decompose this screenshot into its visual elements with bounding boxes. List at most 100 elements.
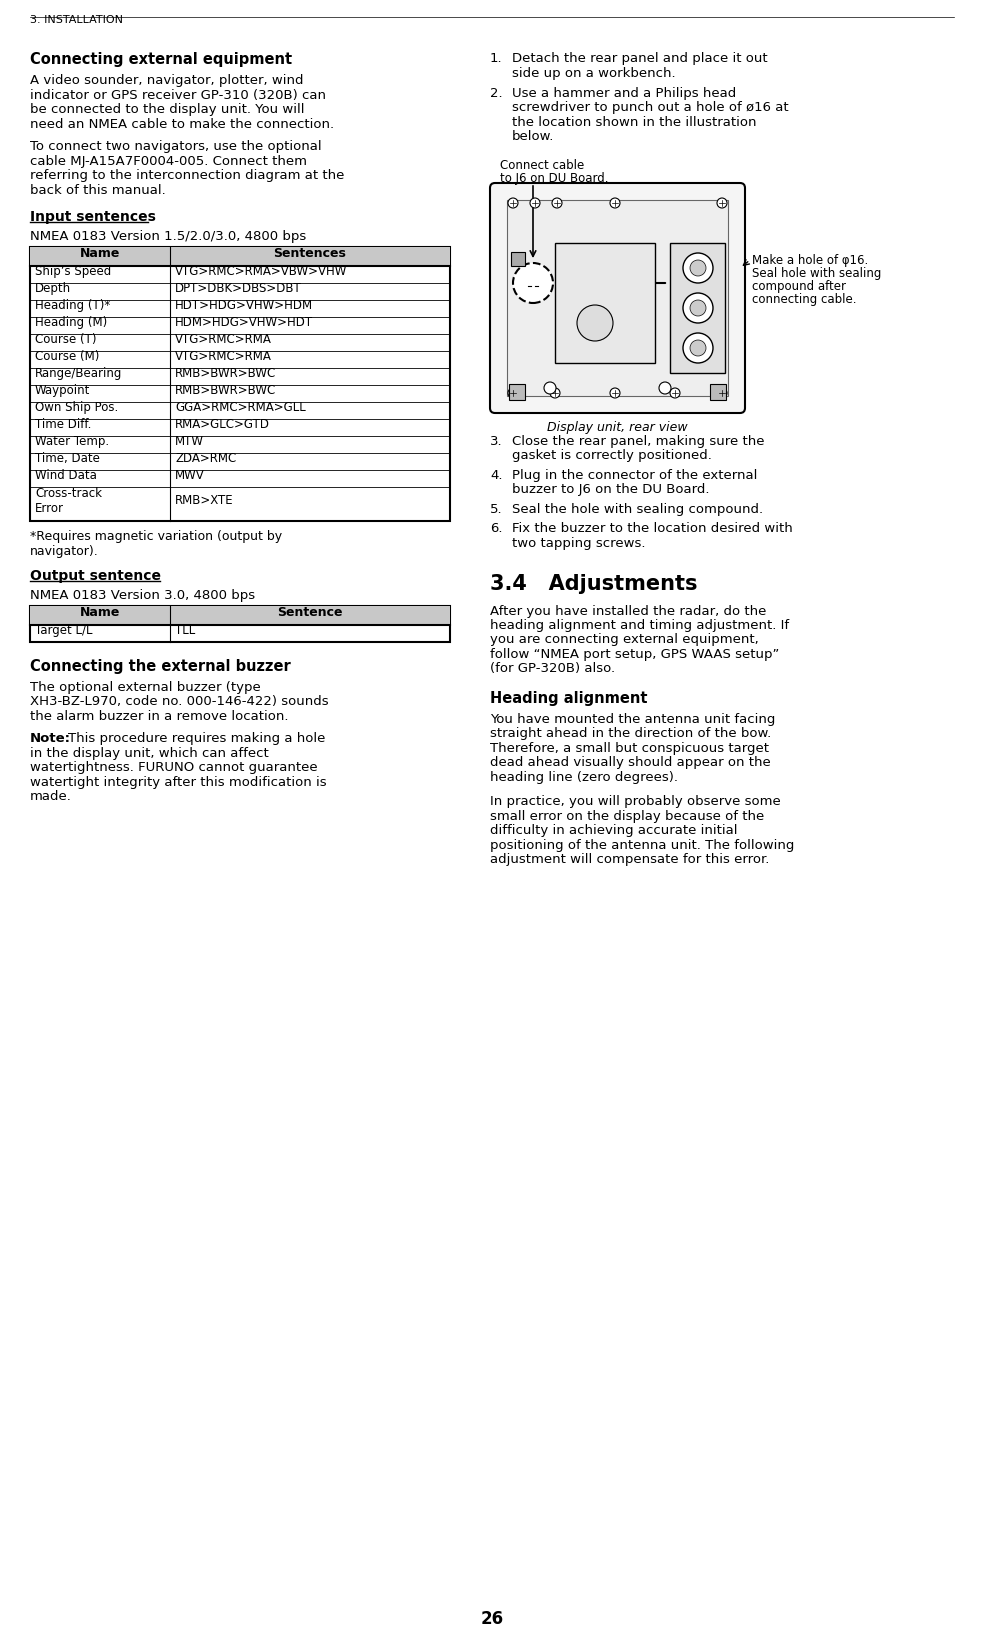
Text: watertight integrity after this modification is: watertight integrity after this modifica… xyxy=(30,775,327,788)
Text: Heading alignment: Heading alignment xyxy=(490,690,647,705)
Text: Course (M): Course (M) xyxy=(35,349,99,362)
Text: Note:: Note: xyxy=(30,733,71,746)
Text: screwdriver to punch out a hole of ø16 at: screwdriver to punch out a hole of ø16 a… xyxy=(512,101,788,114)
Bar xyxy=(30,248,450,522)
Text: Make a hole of φ16.: Make a hole of φ16. xyxy=(752,255,868,268)
Text: two tapping screws.: two tapping screws. xyxy=(512,537,646,550)
Text: Fix the buzzer to the location desired with: Fix the buzzer to the location desired w… xyxy=(512,522,793,535)
Text: Plug in the connector of the external: Plug in the connector of the external xyxy=(512,468,758,481)
Text: Cross-track
Error: Cross-track Error xyxy=(35,486,102,514)
Bar xyxy=(30,607,450,643)
Circle shape xyxy=(508,199,518,209)
Text: small error on the display because of the: small error on the display because of th… xyxy=(490,809,765,823)
Text: Sentence: Sentence xyxy=(277,605,342,619)
Text: Therefore, a small but conspicuous target: Therefore, a small but conspicuous targe… xyxy=(490,741,769,754)
Text: Target L/L: Target L/L xyxy=(35,623,92,636)
Text: After you have installed the radar, do the: After you have installed the radar, do t… xyxy=(490,604,767,617)
Text: Close the rear panel, making sure the: Close the rear panel, making sure the xyxy=(512,434,765,447)
Text: Seal the hole with sealing compound.: Seal the hole with sealing compound. xyxy=(512,503,764,516)
Text: positioning of the antenna unit. The following: positioning of the antenna unit. The fol… xyxy=(490,839,794,852)
Text: ZDA>RMC: ZDA>RMC xyxy=(175,452,236,465)
Text: Name: Name xyxy=(80,246,120,259)
Text: NMEA 0183 Version 1.5/2.0/3.0, 4800 bps: NMEA 0183 Version 1.5/2.0/3.0, 4800 bps xyxy=(30,230,306,243)
Circle shape xyxy=(659,384,671,395)
Text: 3.: 3. xyxy=(490,434,503,447)
Bar xyxy=(710,385,726,401)
Text: connecting cable.: connecting cable. xyxy=(752,292,856,305)
Circle shape xyxy=(577,305,613,341)
Circle shape xyxy=(683,294,713,323)
Text: made.: made. xyxy=(30,790,72,803)
Text: HDM>HDG>VHW>HDT: HDM>HDG>VHW>HDT xyxy=(175,317,313,328)
Text: VTG>RMC>RMA: VTG>RMC>RMA xyxy=(175,333,272,346)
Text: buzzer to J6 on the DU Board.: buzzer to J6 on the DU Board. xyxy=(512,483,709,496)
Bar xyxy=(670,243,725,374)
Bar xyxy=(30,248,450,268)
Text: NMEA 0183 Version 3.0, 4800 bps: NMEA 0183 Version 3.0, 4800 bps xyxy=(30,589,255,602)
Text: 1.: 1. xyxy=(490,52,503,65)
Text: indicator or GPS receiver GP-310 (320B) can: indicator or GPS receiver GP-310 (320B) … xyxy=(30,88,326,101)
Text: adjustment will compensate for this error.: adjustment will compensate for this erro… xyxy=(490,854,769,867)
Circle shape xyxy=(670,388,680,398)
Text: Wind Data: Wind Data xyxy=(35,468,96,481)
Circle shape xyxy=(683,335,713,364)
Text: dead ahead visually should appear on the: dead ahead visually should appear on the xyxy=(490,756,770,769)
Text: MTW: MTW xyxy=(175,434,204,447)
Text: be connected to the display unit. You will: be connected to the display unit. You wi… xyxy=(30,103,304,116)
Text: 2.: 2. xyxy=(490,86,503,100)
Text: Own Ship Pos.: Own Ship Pos. xyxy=(35,401,118,415)
Text: A video sounder, navigator, plotter, wind: A video sounder, navigator, plotter, win… xyxy=(30,73,303,86)
Text: compound after: compound after xyxy=(752,279,846,292)
Text: follow “NMEA port setup, GPS WAAS setup”: follow “NMEA port setup, GPS WAAS setup” xyxy=(490,648,779,661)
Text: 4.: 4. xyxy=(490,468,503,481)
Circle shape xyxy=(550,388,560,398)
Text: The optional external buzzer (type: The optional external buzzer (type xyxy=(30,681,261,694)
Bar xyxy=(555,243,655,364)
Text: RMA>GLC>GTD: RMA>GLC>GTD xyxy=(175,418,270,431)
Text: Display unit, rear view: Display unit, rear view xyxy=(547,421,688,434)
Text: in the display unit, which can affect: in the display unit, which can affect xyxy=(30,746,269,759)
Text: Course (T): Course (T) xyxy=(35,333,96,346)
Text: Input sentences: Input sentences xyxy=(30,211,155,224)
Text: Name: Name xyxy=(80,605,120,619)
Text: Time Diff.: Time Diff. xyxy=(35,418,92,431)
Circle shape xyxy=(552,199,562,209)
Text: 3. INSTALLATION: 3. INSTALLATION xyxy=(30,15,123,24)
Text: (for GP-320B) also.: (for GP-320B) also. xyxy=(490,663,615,676)
Text: Detach the rear panel and place it out: Detach the rear panel and place it out xyxy=(512,52,768,65)
Text: back of this manual.: back of this manual. xyxy=(30,183,165,196)
Text: MWV: MWV xyxy=(175,468,205,481)
Text: This procedure requires making a hole: This procedure requires making a hole xyxy=(68,733,326,746)
Text: the alarm buzzer in a remove location.: the alarm buzzer in a remove location. xyxy=(30,710,288,723)
Text: cable MJ-A15A7F0004-005. Connect them: cable MJ-A15A7F0004-005. Connect them xyxy=(30,155,307,168)
Text: GGA>RMC>RMA>GLL: GGA>RMC>RMA>GLL xyxy=(175,401,306,415)
Circle shape xyxy=(717,199,727,209)
Text: Time, Date: Time, Date xyxy=(35,452,99,465)
Text: heading line (zero degrees).: heading line (zero degrees). xyxy=(490,770,678,783)
Circle shape xyxy=(508,388,518,398)
Text: Sentences: Sentences xyxy=(274,246,346,259)
Text: difficulty in achieving accurate initial: difficulty in achieving accurate initial xyxy=(490,824,737,837)
Text: Connecting external equipment: Connecting external equipment xyxy=(30,52,292,67)
Text: side up on a workbench.: side up on a workbench. xyxy=(512,67,676,80)
Bar xyxy=(507,201,728,397)
Text: Heading (M): Heading (M) xyxy=(35,317,107,328)
Text: need an NMEA cable to make the connection.: need an NMEA cable to make the connectio… xyxy=(30,118,335,131)
Circle shape xyxy=(544,384,556,395)
Circle shape xyxy=(690,300,706,317)
Text: You have mounted the antenna unit facing: You have mounted the antenna unit facing xyxy=(490,713,775,726)
Text: Heading (T)*: Heading (T)* xyxy=(35,299,110,312)
Text: Range/Bearing: Range/Bearing xyxy=(35,367,122,380)
Text: Waypoint: Waypoint xyxy=(35,384,91,397)
Text: To connect two navigators, use the optional: To connect two navigators, use the optio… xyxy=(30,140,322,153)
Text: straight ahead in the direction of the bow.: straight ahead in the direction of the b… xyxy=(490,726,771,739)
Text: heading alignment and timing adjustment. If: heading alignment and timing adjustment.… xyxy=(490,619,789,632)
Text: Output sentence: Output sentence xyxy=(30,568,161,583)
Text: TLL: TLL xyxy=(175,623,195,636)
Circle shape xyxy=(513,264,553,304)
Text: DPT>DBK>DBS>DBT: DPT>DBK>DBS>DBT xyxy=(175,282,302,295)
Circle shape xyxy=(717,388,727,398)
Text: 3.4   Adjustments: 3.4 Adjustments xyxy=(490,574,698,594)
Text: Connecting the external buzzer: Connecting the external buzzer xyxy=(30,659,290,674)
Text: RMB>BWR>BWC: RMB>BWR>BWC xyxy=(175,367,277,380)
